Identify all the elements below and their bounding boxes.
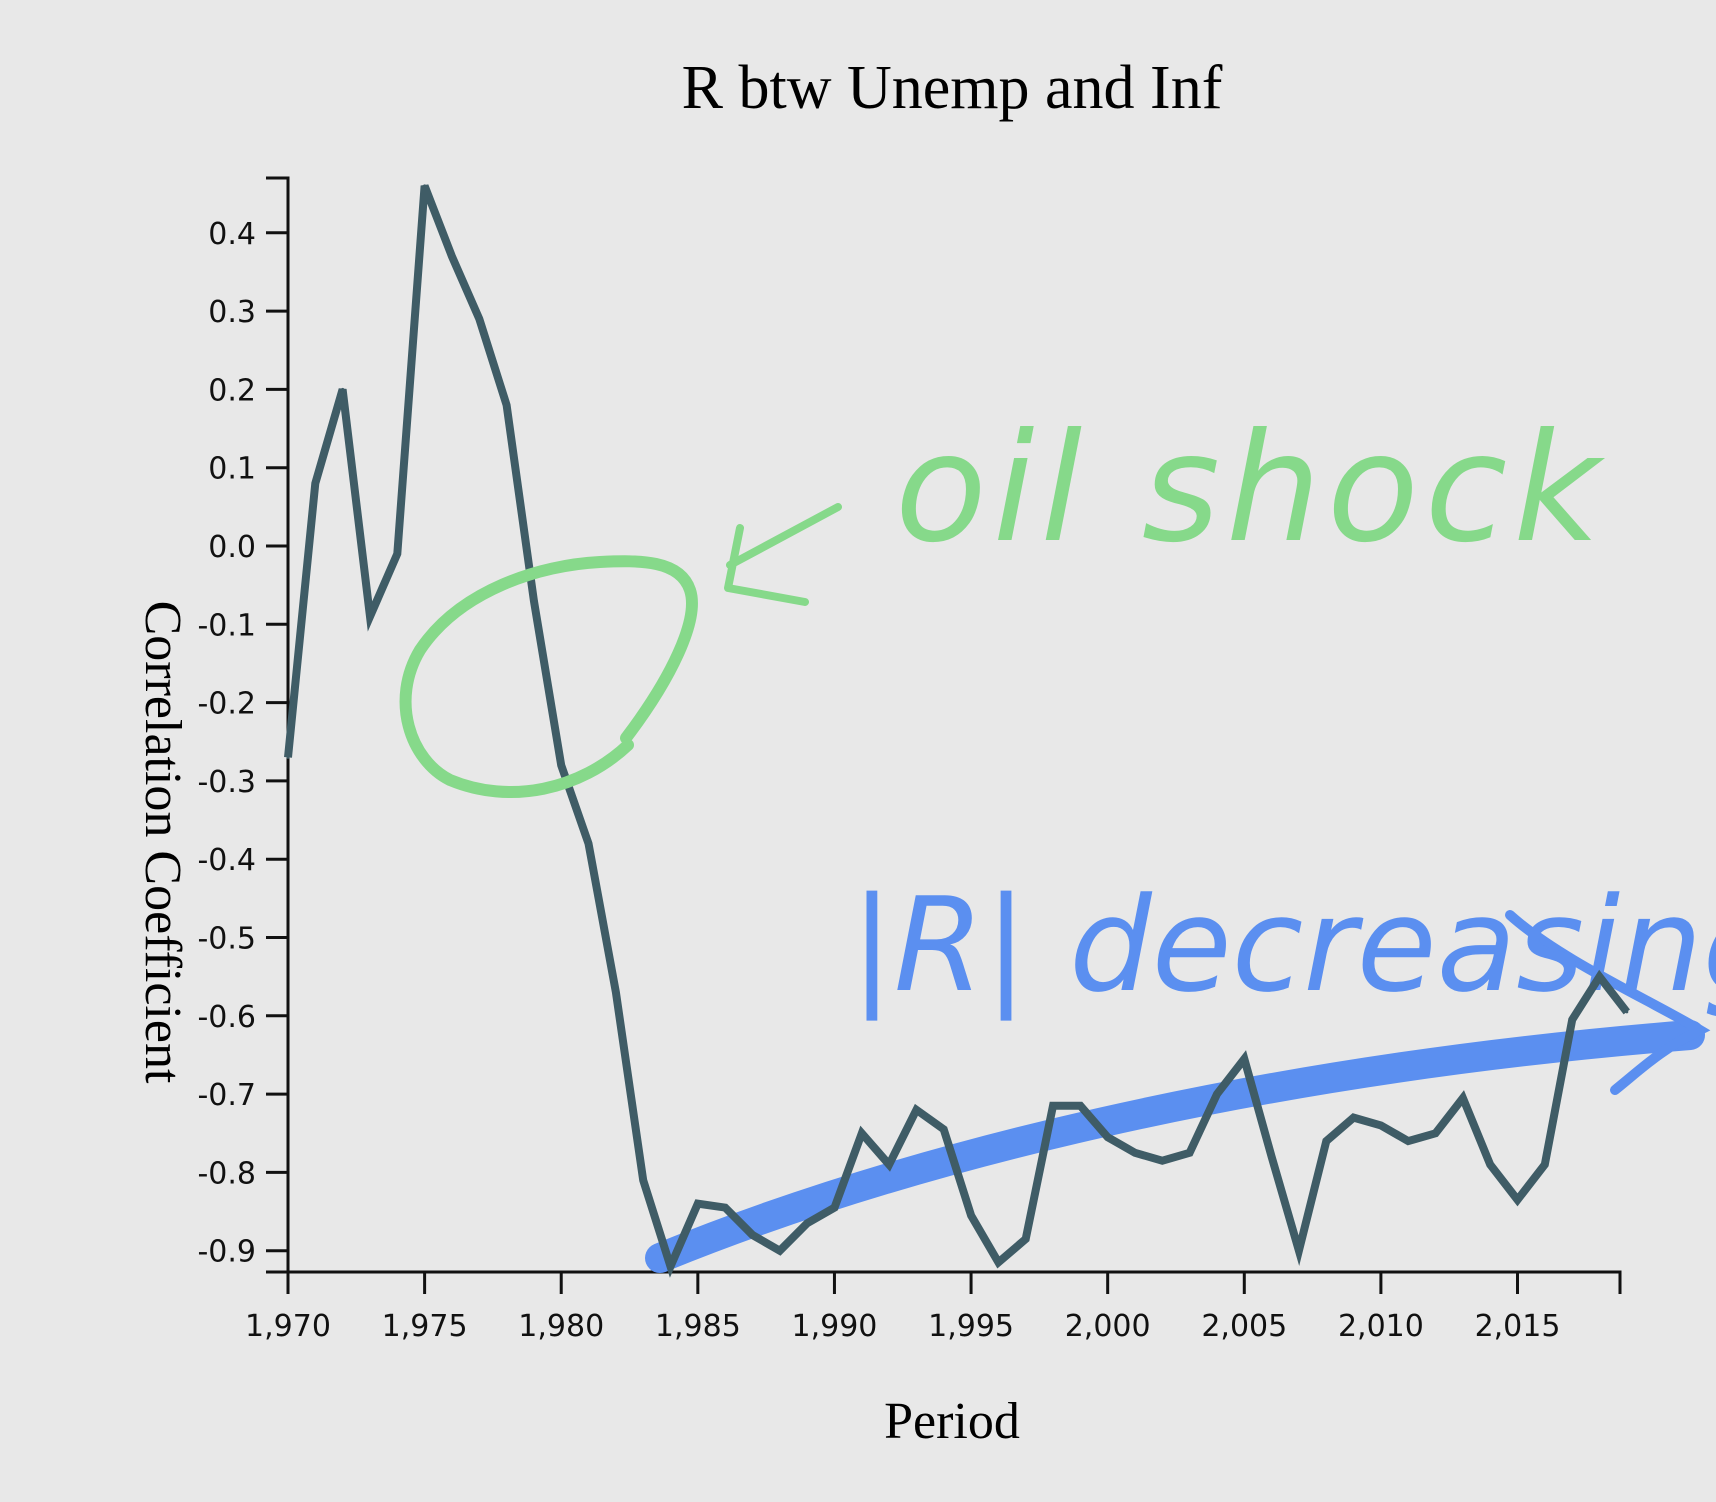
data-point <box>1270 1155 1274 1159</box>
data-point <box>1051 1104 1055 1108</box>
data-point <box>1543 1163 1547 1167</box>
data-point <box>969 1213 973 1217</box>
y-axis-title: Correlation Coefficient <box>134 601 191 1084</box>
data-point <box>477 317 481 321</box>
data-point <box>587 842 591 846</box>
trend-arrow-icon <box>645 1020 1705 1273</box>
data-point <box>1570 1018 1574 1022</box>
data-point <box>1078 1104 1082 1108</box>
data-point <box>1516 1198 1520 1202</box>
data-point <box>559 763 563 767</box>
data-point <box>1324 1139 1328 1143</box>
data-point <box>805 1221 809 1225</box>
data-point <box>669 1264 673 1268</box>
data-point <box>1297 1249 1301 1253</box>
data-point <box>750 1233 754 1237</box>
data-point <box>1106 1135 1110 1139</box>
x-tick-label: 1,995 <box>928 1309 1014 1344</box>
data-point <box>1215 1092 1219 1096</box>
series-layer <box>284 184 1630 1278</box>
y-axis-line <box>266 176 290 1274</box>
x-axis: 1,970 1,975 1,980 1,985 1,990 1,995 2,000 2,005… <box>245 1270 1622 1344</box>
x-axis-line <box>286 1270 1622 1294</box>
data-point <box>341 387 345 391</box>
data-point <box>942 1127 946 1131</box>
y-tick-label: 0.0 <box>208 530 256 565</box>
y-tick-label: 0.2 <box>208 373 256 408</box>
data-point <box>1488 1163 1492 1167</box>
y-tick-label: 0.1 <box>208 452 256 487</box>
y-tick-label: -0.2 <box>197 687 256 722</box>
y-tick-label: -0.9 <box>197 1235 256 1270</box>
data-point <box>1024 1237 1028 1241</box>
data-point <box>1242 1057 1246 1061</box>
data-point <box>1625 1010 1629 1014</box>
x-axis-title: Period <box>884 1393 1020 1450</box>
x-tick-label: 2,015 <box>1475 1309 1561 1344</box>
y-tick-label: -0.6 <box>197 1000 256 1035</box>
y-tick-label: -0.8 <box>197 1156 256 1191</box>
data-point <box>832 1206 836 1210</box>
data-point <box>313 481 317 485</box>
x-tick-label: 1,975 <box>382 1309 468 1344</box>
y-tick-label: -0.7 <box>197 1078 256 1113</box>
y-axis: 0.4 0.3 0.2 0.1 0.0 -0.1 -0.2 -0.3 -0.4 -0.5 -0.6 -… <box>197 176 290 1274</box>
oil-shock-annotation: oil shock <box>399 402 1606 799</box>
data-point <box>395 552 399 556</box>
x-tick-label: 2,005 <box>1201 1309 1287 1344</box>
x-tick-label: 2,010 <box>1338 1309 1424 1344</box>
data-point <box>887 1163 891 1167</box>
x-tick-label: 1,985 <box>655 1309 741 1344</box>
data-point <box>1188 1151 1192 1155</box>
x-tick-label: 1,990 <box>792 1309 878 1344</box>
oil-shock-arrow-icon <box>724 503 842 606</box>
data-point <box>1461 1096 1465 1100</box>
x-tick-label: 1,980 <box>518 1309 604 1344</box>
y-tick-label: -0.5 <box>197 922 256 957</box>
data-point <box>1434 1131 1438 1135</box>
y-tick-label: 0.3 <box>208 295 256 330</box>
decreasing-annotation: |R| decreasing <box>645 869 1716 1273</box>
data-point <box>505 403 509 407</box>
data-point <box>450 254 454 258</box>
data-point <box>996 1260 1000 1264</box>
series-line <box>284 184 1630 1278</box>
data-point <box>1160 1159 1164 1163</box>
data-point <box>1406 1139 1410 1143</box>
data-point <box>368 614 372 618</box>
data-point <box>860 1131 864 1135</box>
chart-title: R btw Unemp and Inf <box>682 54 1223 122</box>
x-tick-label: 1,970 <box>245 1309 331 1344</box>
oil-shock-label: oil shock <box>895 402 1606 576</box>
data-point <box>614 990 618 994</box>
y-tick-label: 0.4 <box>208 217 256 252</box>
data-point <box>532 599 536 603</box>
data-point <box>1352 1116 1356 1120</box>
data-point <box>723 1206 727 1210</box>
y-tick-label: -0.3 <box>197 765 256 800</box>
y-tick-label: -0.4 <box>197 843 256 878</box>
data-point <box>778 1249 782 1253</box>
data-point <box>286 755 290 759</box>
data-point <box>914 1108 918 1112</box>
oil-shock-circle <box>399 555 698 799</box>
data-point <box>1597 975 1601 979</box>
x-tick-label: 2,000 <box>1065 1309 1151 1344</box>
data-point <box>423 184 427 188</box>
trend-arrowhead-icon <box>1505 910 1711 1095</box>
data-point <box>696 1202 700 1206</box>
data-point <box>1379 1123 1383 1127</box>
data-point <box>641 1178 645 1182</box>
y-tick-label: -0.1 <box>197 608 256 643</box>
data-point <box>1133 1151 1137 1155</box>
decreasing-label: |R| decreasing <box>850 869 1716 1021</box>
